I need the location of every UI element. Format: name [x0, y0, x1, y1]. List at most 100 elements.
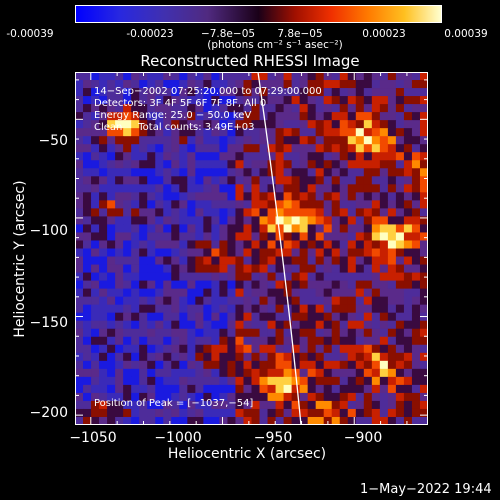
image-pixel — [315, 152, 325, 161]
image-pixel — [163, 320, 172, 330]
image-pixel — [267, 280, 276, 290]
image-pixel — [339, 312, 349, 322]
image-pixel — [235, 384, 244, 394]
image-pixel — [99, 336, 108, 346]
image-pixel — [163, 336, 172, 346]
image-pixel — [323, 384, 333, 394]
y-tick-label: −200 — [29, 405, 68, 421]
image-pixel — [307, 104, 317, 113]
image-pixel — [355, 280, 365, 290]
image-pixel — [315, 240, 325, 249]
image-pixel — [195, 112, 204, 121]
image-pixel — [235, 136, 244, 145]
image-pixel — [411, 104, 421, 113]
image-pixel — [91, 360, 100, 370]
image-pixel — [99, 392, 108, 402]
image-pixel — [139, 144, 148, 153]
image-pixel — [211, 280, 220, 290]
image-pixel — [155, 184, 164, 193]
image-pixel — [211, 160, 220, 169]
image-pixel — [411, 288, 421, 298]
image-pixel — [235, 152, 244, 161]
image-pixel — [275, 176, 284, 185]
image-pixel — [307, 264, 317, 273]
image-pixel — [179, 128, 188, 137]
image-pixel — [331, 368, 341, 378]
image-pixel — [355, 200, 365, 209]
image-pixel — [259, 336, 268, 346]
image-pixel — [83, 200, 92, 209]
image-pixel — [315, 344, 325, 354]
image-pixel — [219, 336, 228, 346]
image-pixel — [195, 104, 204, 113]
image-pixel — [355, 320, 365, 330]
image-pixel — [419, 256, 428, 265]
image-pixel — [211, 224, 220, 233]
image-pixel — [403, 336, 413, 346]
image-pixel — [259, 256, 268, 265]
image-pixel — [347, 344, 357, 354]
image-pixel — [259, 392, 268, 402]
image-pixel — [243, 320, 252, 330]
image-pixel — [267, 408, 276, 418]
image-pixel — [323, 136, 333, 145]
image-pixel — [267, 392, 276, 402]
image-pixel — [163, 192, 172, 201]
image-pixel — [91, 176, 100, 185]
image-pixel — [187, 368, 196, 378]
image-pixel — [107, 208, 116, 217]
image-pixel — [411, 216, 421, 225]
image-pixel — [291, 208, 301, 217]
image-pixel — [275, 128, 284, 137]
image-pixel — [83, 280, 92, 290]
image-pixel — [259, 304, 268, 314]
image-pixel — [147, 304, 156, 314]
image-pixel — [339, 296, 349, 306]
image-pixel — [331, 336, 341, 346]
image-pixel — [419, 168, 428, 177]
image-pixel — [275, 304, 284, 314]
image-pixel — [315, 368, 325, 378]
image-pixel — [307, 288, 317, 298]
image-pixel — [179, 104, 188, 113]
image-pixel — [107, 232, 116, 241]
image-pixel — [99, 272, 108, 281]
image-pixel — [355, 368, 365, 378]
solar-limb-line — [257, 72, 302, 425]
image-pixel — [243, 160, 252, 169]
image-pixel — [171, 400, 180, 410]
rhessi-image-plot — [75, 72, 428, 425]
image-pixel — [187, 304, 196, 314]
image-pixel — [179, 320, 188, 330]
image-pixel — [235, 200, 244, 209]
image-pixel — [187, 168, 196, 177]
image-pixel — [83, 192, 92, 201]
image-pixel — [115, 200, 124, 209]
image-pixel — [387, 96, 397, 105]
image-pixel — [131, 80, 140, 89]
image-pixel — [283, 344, 293, 354]
image-pixel — [283, 360, 293, 370]
image-pixel — [283, 208, 293, 217]
image-pixel — [315, 256, 325, 265]
image-pixel — [219, 416, 228, 425]
image-pixel — [331, 96, 341, 105]
image-pixel — [363, 400, 373, 410]
image-pixel — [355, 128, 365, 137]
image-pixel — [147, 120, 156, 129]
image-pixel — [179, 304, 188, 314]
image-pixel — [115, 312, 124, 322]
image-pixel — [243, 240, 252, 249]
image-pixel — [387, 144, 397, 153]
image-pixel — [355, 312, 365, 322]
plot-frame — [75, 72, 428, 425]
image-pixel — [315, 120, 325, 129]
image-pixel — [91, 296, 100, 306]
image-pixel — [99, 80, 108, 89]
image-pixel — [155, 256, 164, 265]
image-pixel — [179, 208, 188, 217]
image-pixel — [219, 384, 228, 394]
image-pixel — [211, 344, 220, 354]
image-pixel — [403, 168, 413, 177]
image-pixel — [227, 384, 236, 394]
